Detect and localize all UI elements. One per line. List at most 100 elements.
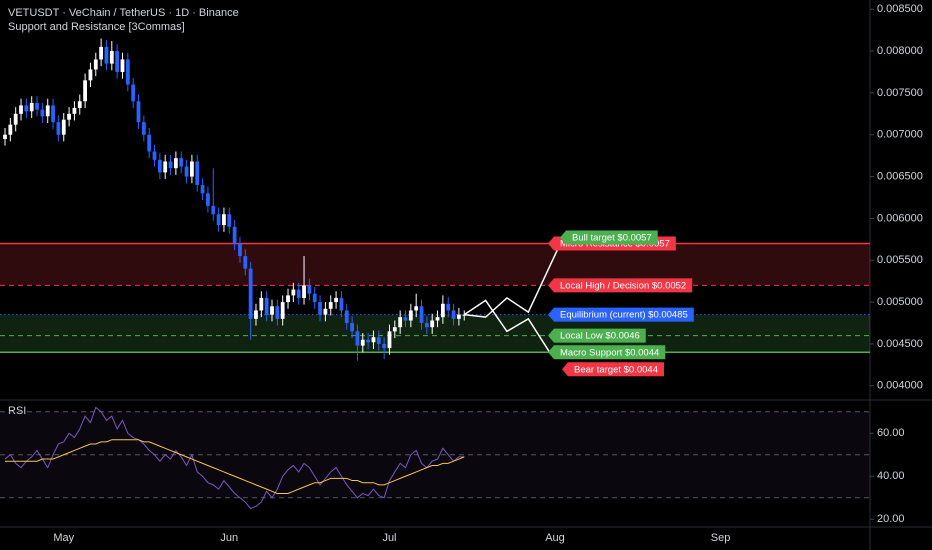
candle-body: [40, 109, 45, 117]
y-tick-label: 0.004000: [877, 380, 923, 392]
candle-body: [141, 122, 146, 135]
candle-body: [56, 122, 61, 135]
level-zone: [0, 314, 870, 353]
candle-body: [243, 256, 248, 269]
rsi-line: [4, 406, 465, 510]
candle-body: [403, 317, 408, 321]
candle-body: [232, 226, 237, 244]
x-tick-label: Jul: [382, 532, 396, 544]
candle-body: [430, 320, 435, 328]
candle-body: [184, 166, 189, 177]
y-tick-label: 0.006000: [877, 212, 923, 224]
y-tick-label: 0.005000: [877, 296, 923, 308]
tag-label: Macro Support $0.0044: [560, 347, 659, 358]
y-tick-label: 0.008500: [877, 3, 923, 15]
tag-label: Equilibrium (current) $0.00485: [560, 310, 688, 321]
candle-body: [173, 158, 178, 169]
candle-body: [408, 310, 413, 321]
candle-body: [120, 59, 125, 72]
candle-body: [109, 51, 114, 64]
candle-body: [264, 297, 269, 315]
candle-body: [168, 161, 173, 169]
candle-body: [344, 310, 349, 324]
rsi-title: RSI: [8, 405, 26, 417]
candle-body: [312, 293, 317, 303]
rsi-tick-label: 20.00: [877, 513, 905, 525]
candle-body: [387, 331, 392, 349]
candle-body: [115, 51, 120, 72]
candle-body: [451, 310, 456, 319]
candle-body: [200, 184, 205, 194]
candle-body: [398, 317, 403, 328]
candle-body: [414, 306, 419, 311]
candle-body: [291, 289, 296, 296]
candle-body: [125, 59, 130, 85]
candle-body: [419, 306, 424, 324]
y-tick-label: 0.008000: [877, 45, 923, 57]
candle-body: [446, 303, 451, 311]
chart-title: VETUSDT · VeChain / TetherUS · 1D · Bina…: [8, 7, 239, 19]
candle-body: [8, 124, 13, 135]
candle-body: [366, 339, 371, 343]
candle-body: [392, 327, 397, 332]
candle-body: [435, 317, 440, 321]
candle-body: [248, 268, 253, 319]
candle-body: [195, 161, 200, 185]
tag: [562, 362, 664, 377]
candle-body: [88, 69, 93, 81]
candle-body: [457, 314, 461, 319]
candle-body: [152, 151, 157, 160]
rsi-tick-label: 60.00: [877, 427, 905, 439]
candle-body: [254, 310, 258, 319]
candle-body: [360, 339, 365, 346]
y-tick-label: 0.007000: [877, 129, 923, 141]
candle-body: [157, 159, 162, 173]
candle-body: [222, 214, 226, 226]
candle-body: [104, 46, 109, 64]
level-zone: [0, 243, 870, 286]
candle-body: [190, 161, 194, 177]
candle-body: [440, 303, 445, 318]
tag: [548, 278, 693, 293]
candle-body: [211, 205, 216, 215]
x-tick-label: Jun: [220, 532, 238, 544]
candle-body: [371, 337, 376, 343]
candle-body: [296, 289, 301, 298]
candle-body: [323, 308, 328, 315]
y-tick-label: 0.004500: [877, 338, 923, 350]
candle-body: [339, 297, 344, 311]
candle-body: [376, 337, 381, 344]
candle-body: [355, 331, 360, 346]
candle-body: [3, 134, 7, 139]
tag-label: Local Low $0.0046: [560, 331, 640, 342]
tag: [548, 328, 646, 343]
candle-body: [328, 302, 333, 309]
candle-body: [286, 295, 290, 303]
x-tick-label: Aug: [545, 532, 565, 544]
candle-body: [270, 306, 274, 315]
candle-body: [163, 161, 168, 173]
candle-body: [93, 59, 98, 70]
candle-body: [99, 46, 104, 60]
projection-path: [463, 299, 551, 353]
candle-body: [67, 113, 71, 120]
candle-body: [206, 193, 210, 206]
tag: [548, 307, 694, 322]
candle-body: [382, 343, 387, 349]
candle-body: [147, 134, 152, 152]
candle-body: [131, 84, 136, 102]
candle-body: [136, 101, 141, 123]
candle-body: [307, 285, 312, 294]
candle-body: [334, 297, 338, 303]
candle-body: [24, 105, 29, 112]
tag-label: Local High / Decision $0.0052: [560, 280, 686, 291]
tag-label: Bear target $0.0044: [574, 364, 658, 375]
x-tick-label: May: [53, 532, 74, 544]
candle-body: [179, 158, 184, 167]
y-tick-label: 0.005500: [877, 254, 923, 266]
tag: [560, 230, 658, 245]
candle-body: [238, 243, 242, 257]
candle-body: [280, 302, 285, 319]
candle-body: [216, 214, 221, 226]
